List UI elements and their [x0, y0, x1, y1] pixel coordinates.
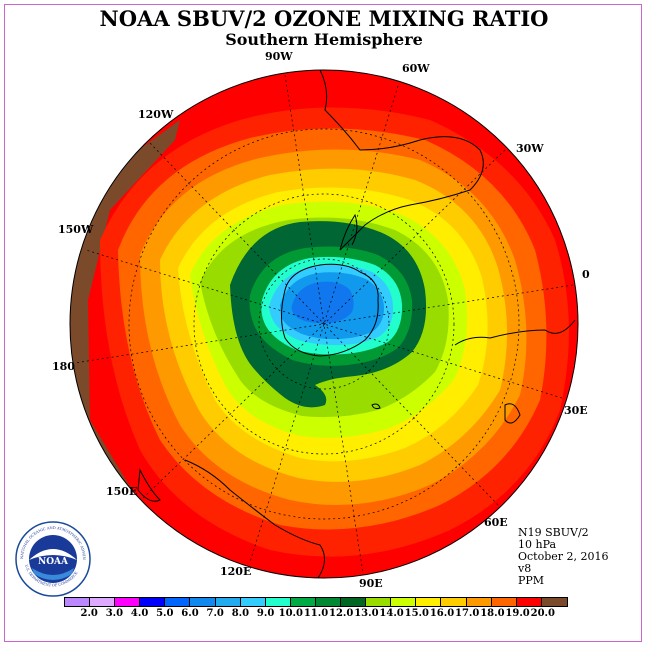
- colorbar-swatch: [265, 598, 291, 606]
- colorbar-swatch: [140, 598, 166, 606]
- colorbar-swatch: [315, 598, 342, 606]
- graticule: [74, 74, 574, 574]
- noaa-logo-bird: [29, 549, 77, 560]
- colorbar-label: 14.0: [379, 608, 404, 619]
- coastline-south-america: [319, 69, 484, 251]
- colorbar-swatch: [65, 598, 91, 606]
- colorbar-swatch: [466, 598, 492, 606]
- colorbar-swatches: [64, 597, 568, 607]
- lon-label-150e: 150E: [106, 485, 137, 498]
- info-level: 10 hPa: [518, 538, 557, 551]
- colorbar-swatch: [190, 598, 216, 606]
- page-subtitle: Southern Hemisphere: [225, 30, 423, 49]
- colorbar-label: 15.0: [404, 608, 429, 619]
- globe-outline: [69, 69, 579, 579]
- page-frame: [4, 4, 642, 642]
- colorbar-label: 16.0: [429, 608, 455, 619]
- colorbar-label: 19.0: [505, 608, 530, 619]
- coastline-antarctica: [281, 263, 379, 357]
- colorbar-swatch: [115, 598, 141, 606]
- colorbar-swatch: [366, 598, 392, 606]
- colorbar-label: 5.0: [156, 608, 174, 619]
- info-satellite: N19 SBUV/2: [518, 526, 589, 539]
- colorbar-swatch: [240, 598, 266, 606]
- colorbar-label: 2.0: [80, 608, 98, 619]
- colorbar-label: 4.0: [130, 608, 149, 619]
- meridian-60w-120e: [249, 85, 399, 563]
- colorbar-label: 17.0: [455, 608, 480, 619]
- colorbar-swatch: [441, 598, 467, 606]
- latitude-circle-1: [258, 258, 390, 390]
- coastlines: [137, 69, 576, 579]
- latitude-circle-3: [128, 128, 520, 520]
- colorbar-label: 6.0: [181, 608, 199, 619]
- colorbar-swatch: [215, 598, 241, 606]
- lon-label-180: 180: [52, 360, 75, 373]
- colorbar-swatch: [165, 598, 191, 606]
- colorbar-label: 11.0: [303, 608, 329, 619]
- meridian-90w-90e: [284, 74, 364, 574]
- colorbar-label: 3.0: [105, 608, 124, 619]
- colorbar-swatch: [541, 598, 567, 606]
- info-units: PPM: [518, 574, 545, 587]
- longitude-labels: 90W 60W 30W 0 30E 60E 90E 120E 150E 180 …: [52, 50, 590, 590]
- colorbar-label: 10.0: [278, 608, 303, 619]
- colorbar-swatch: [416, 598, 442, 606]
- lon-label-120w: 120W: [138, 108, 174, 121]
- ozone-field: [70, 70, 578, 578]
- meridian-0-180: [74, 284, 574, 364]
- colorbar-labels: 2.0 3.0 4.0 5.0 6.0 7.0 8.0 9.0 10.0 11.0 12.0 13.0…: [64, 608, 624, 622]
- coastline-new-zealand: [137, 468, 161, 502]
- colorbar-label: 7.0: [206, 608, 224, 619]
- lon-label-90e: 90E: [359, 577, 383, 590]
- colorbar-label: 9.0: [256, 608, 275, 619]
- meridian-30e-150w: [85, 249, 563, 399]
- lon-label-60w: 60W: [402, 62, 430, 75]
- colorbar-label: 13.0: [354, 608, 379, 619]
- noaa-logo-inner: [29, 535, 77, 583]
- coastline-kerguelen: [371, 403, 381, 410]
- colorbar-label: 8.0: [231, 608, 250, 619]
- page-title: NOAA SBUV/2 OZONE MIXING RATIO: [99, 6, 549, 31]
- meridian-60e-120w: [149, 142, 499, 506]
- latitude-circle-2: [193, 193, 455, 455]
- colorbar-swatch: [341, 598, 367, 606]
- colorbar-label: 20.0: [530, 608, 555, 619]
- ozone-band-7: [291, 281, 354, 324]
- colorbar-swatch: [290, 598, 316, 606]
- colorbar-swatch: [391, 598, 417, 606]
- colorbar-label: 18.0: [480, 608, 505, 619]
- data-info-block: N19 SBUV/2 10 hPa October 2, 2016 v8 PPM: [518, 527, 609, 587]
- lon-label-90w: 90W: [265, 50, 293, 63]
- noaa-logo: NOAA NATIONAL OCEANIC AND ATMOSPHERIC AD…: [14, 520, 91, 597]
- coastline-africa: [454, 319, 576, 346]
- colorbar-label: 12.0: [329, 608, 354, 619]
- noaa-logo-wave: [32, 568, 74, 580]
- lon-label-120e: 120E: [220, 565, 251, 578]
- colorbar-swatch: [516, 598, 542, 606]
- colorbar-swatch: [491, 598, 517, 606]
- info-date: October 2, 2016: [518, 550, 609, 563]
- colorbar-swatch: [90, 598, 116, 606]
- lon-label-60e: 60E: [484, 516, 508, 529]
- lon-label-150w: 150W: [58, 223, 94, 236]
- coastline-madagascar: [504, 403, 521, 424]
- noaa-logo-text: NOAA: [38, 557, 69, 567]
- lon-label-30w: 30W: [516, 142, 544, 155]
- lon-label-0: 0: [582, 268, 590, 281]
- lon-label-30e: 30E: [564, 404, 588, 417]
- colorbar: 2.0 3.0 4.0 5.0 6.0 7.0 8.0 9.0 10.0 11.0 12.0 13.0…: [64, 597, 568, 619]
- info-version: v8: [518, 562, 532, 575]
- coastline-australia: [184, 459, 325, 579]
- coastline-antarctic-peninsula: [339, 213, 358, 251]
